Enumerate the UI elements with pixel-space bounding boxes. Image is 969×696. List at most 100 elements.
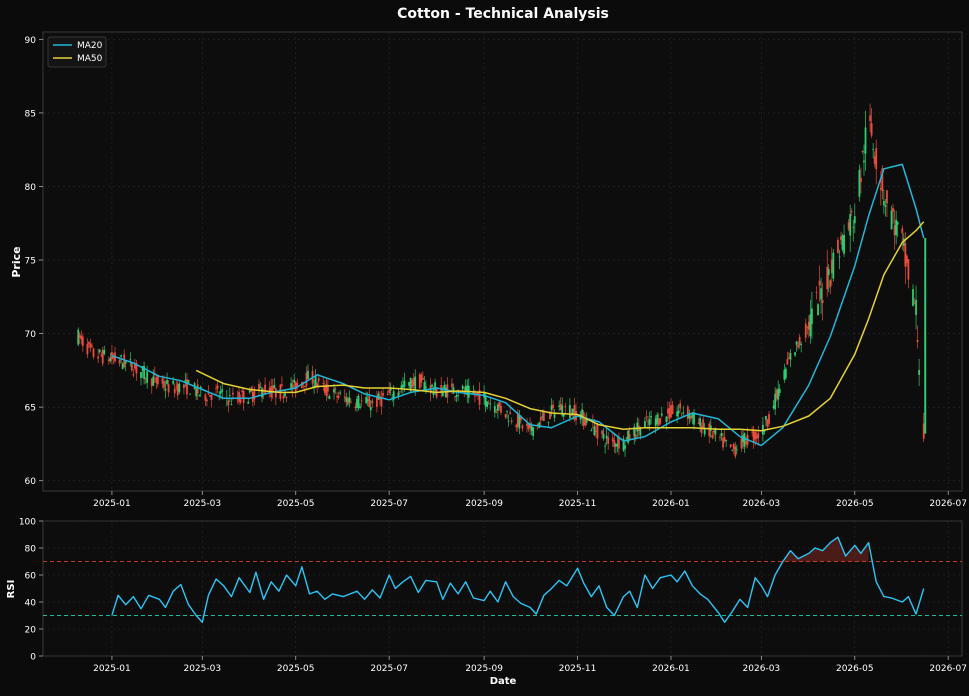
candle-body <box>852 226 855 228</box>
candle-body <box>493 406 496 413</box>
candle-body <box>92 348 95 357</box>
candle-body <box>892 207 894 212</box>
candle-body <box>820 288 822 300</box>
candle-body <box>88 342 90 344</box>
candle <box>679 399 682 413</box>
candle-body <box>504 414 507 418</box>
candle-body <box>261 388 263 398</box>
candle <box>504 414 507 419</box>
candle-body <box>271 386 274 393</box>
candle-body <box>849 214 852 236</box>
candle-body <box>241 390 244 393</box>
candle-body <box>838 256 841 258</box>
candle-body <box>455 395 458 397</box>
candle-body <box>558 405 561 407</box>
candle <box>860 167 862 194</box>
candle <box>622 435 625 453</box>
candle <box>421 371 424 380</box>
candle-body <box>740 438 743 449</box>
candle <box>195 386 198 400</box>
candle-body <box>506 410 508 412</box>
candle-body <box>187 380 190 383</box>
candle-body <box>918 370 921 375</box>
candle-body <box>239 399 242 403</box>
candle <box>152 369 155 386</box>
candle <box>604 442 607 454</box>
candle <box>143 361 145 385</box>
candle-body <box>418 374 421 389</box>
candle-body <box>807 321 810 330</box>
candle <box>667 401 669 422</box>
candle <box>101 346 104 367</box>
candle-body <box>487 403 490 405</box>
candle <box>552 400 554 414</box>
candle <box>112 352 115 365</box>
candle <box>129 352 132 367</box>
candle <box>281 376 283 388</box>
candle <box>215 384 217 396</box>
candle-body <box>228 395 231 397</box>
candle-body <box>660 413 663 416</box>
candle-body <box>858 169 861 197</box>
candle-body <box>253 389 256 400</box>
candle <box>820 277 822 314</box>
candle-body <box>434 382 437 391</box>
candle-body <box>516 413 519 427</box>
candle-body <box>333 388 335 393</box>
candle-body <box>647 421 649 423</box>
candle-body <box>766 419 769 427</box>
candle-body <box>294 381 297 392</box>
candle-body <box>593 426 596 436</box>
candle-body <box>743 433 746 447</box>
candle-body <box>618 438 620 449</box>
candle <box>558 400 561 411</box>
candle <box>702 416 705 430</box>
candle-body <box>366 399 369 402</box>
candle <box>605 428 608 446</box>
candle <box>273 378 276 390</box>
candle <box>873 151 876 168</box>
candle-body <box>924 237 927 434</box>
candle-body <box>601 430 603 435</box>
candle <box>339 390 342 396</box>
candle <box>178 381 181 395</box>
candle-body <box>602 433 605 439</box>
candle <box>627 429 629 445</box>
candle <box>644 417 646 428</box>
candle-body <box>91 345 93 347</box>
candle-body <box>659 417 662 424</box>
candle-body <box>772 405 775 409</box>
candle <box>800 341 803 353</box>
candle <box>337 391 340 400</box>
candle-body <box>530 425 533 431</box>
price-y-tick-label: 65 <box>25 404 36 414</box>
candle <box>723 430 726 443</box>
rsi-x-tick-label: 2026-07 <box>929 664 967 674</box>
candle <box>343 389 346 403</box>
candle <box>912 284 914 307</box>
candle-body <box>731 449 734 451</box>
candle-body <box>723 437 726 441</box>
candle-body <box>205 399 208 402</box>
candle <box>172 376 175 386</box>
candle <box>100 351 103 358</box>
price-y-tick-label: 75 <box>25 257 36 267</box>
candle-body <box>665 416 668 423</box>
candle-body <box>402 384 404 388</box>
candle <box>547 421 550 427</box>
candle-body <box>654 418 657 426</box>
candle-body <box>869 115 871 121</box>
price-ma-lines <box>111 163 925 447</box>
candle-body <box>789 353 792 360</box>
candle-body <box>89 343 92 348</box>
candle <box>238 386 240 406</box>
candle <box>624 441 626 457</box>
candle <box>913 298 916 305</box>
candle <box>743 432 746 453</box>
candle-body <box>893 225 896 236</box>
candle <box>806 325 809 335</box>
candle-body <box>173 388 176 394</box>
candle <box>843 224 845 257</box>
legend-label: MA20 <box>77 41 103 51</box>
candle <box>895 210 898 245</box>
